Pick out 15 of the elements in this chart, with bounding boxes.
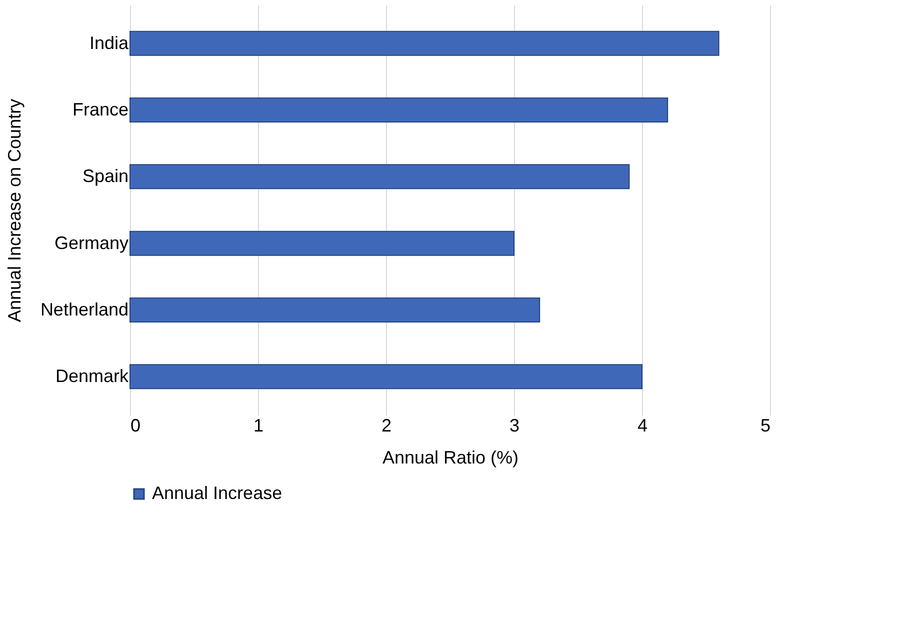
y-tick-label: France	[72, 100, 128, 120]
x-tick-label: 3	[509, 416, 520, 436]
x-tick-label: 2	[381, 416, 392, 436]
legend-label: Annual Increase	[152, 483, 282, 503]
y-axis-title: Annual Increase on Country	[4, 98, 24, 322]
y-tick-label: India	[89, 32, 130, 53]
x-tick-label: 0	[130, 416, 141, 436]
x-tick-label: 1	[253, 416, 264, 436]
x-axis-title: Annual Ratio (%)	[382, 448, 519, 468]
y-tick-label: Denmark	[55, 366, 130, 386]
y-tick-label: Netherland	[40, 300, 128, 320]
x-tick-label: 4	[637, 416, 648, 436]
x-tick-label: 5	[760, 416, 770, 436]
y-tick-label: Spain	[82, 166, 128, 186]
y-tick-label: Germany	[54, 232, 128, 253]
